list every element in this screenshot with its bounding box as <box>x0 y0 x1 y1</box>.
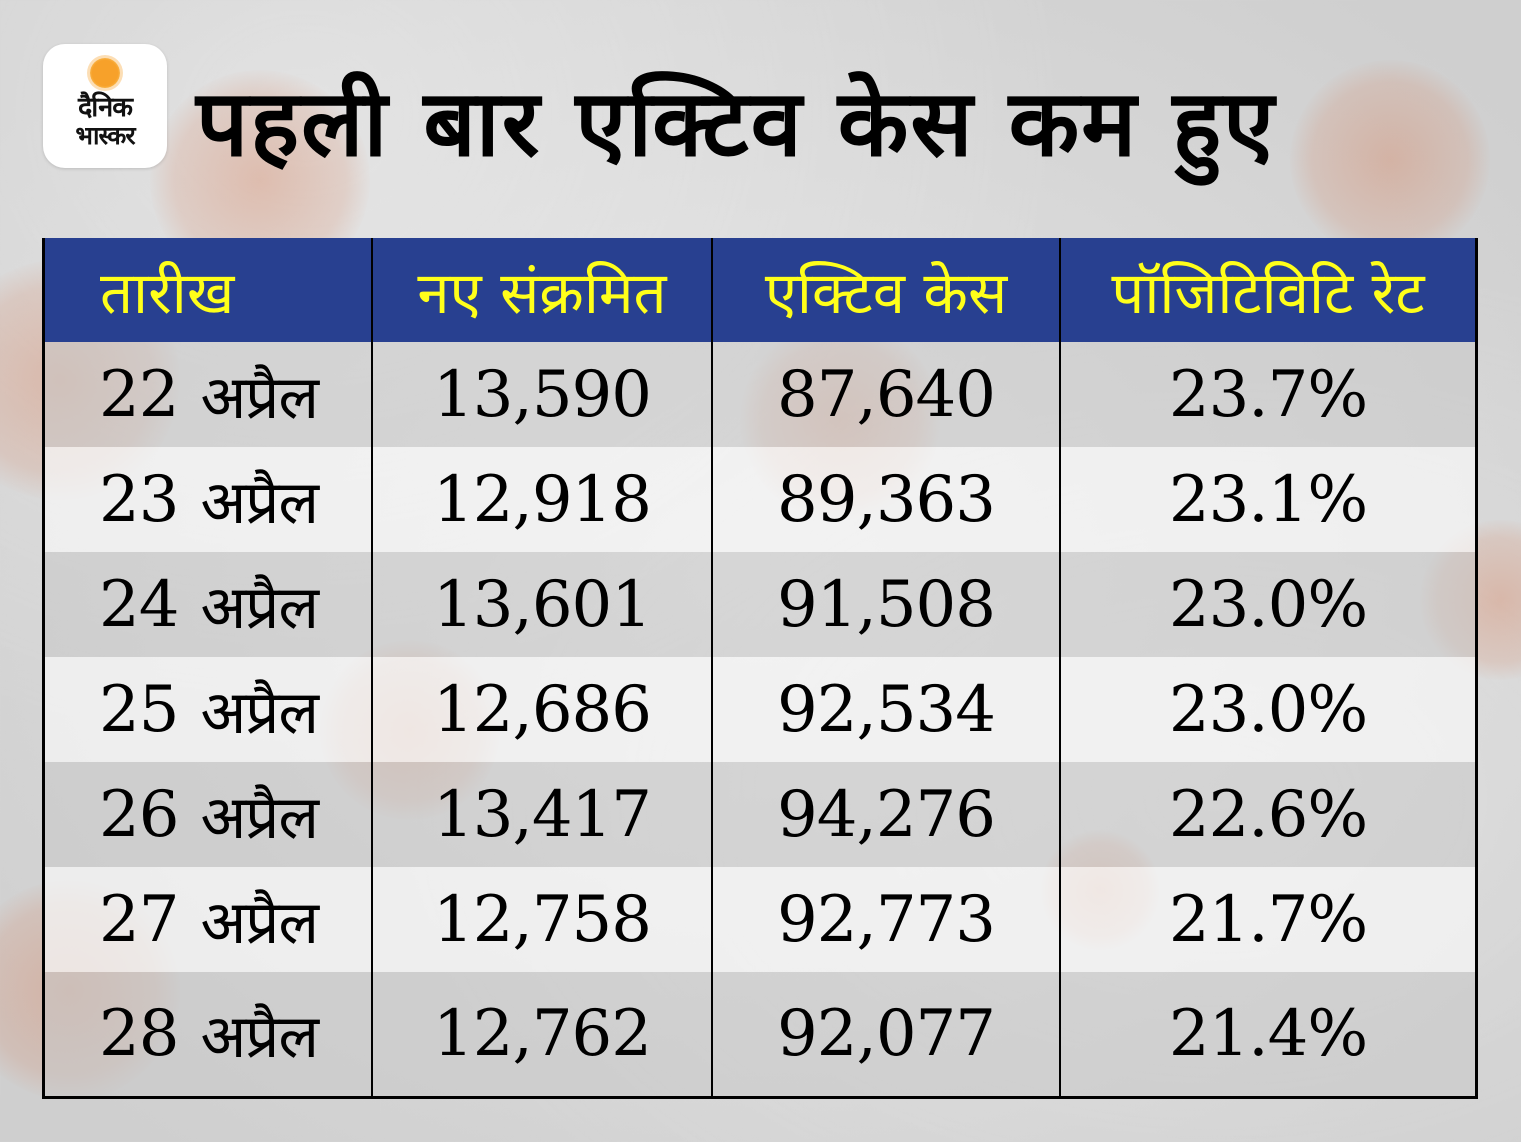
header-date: तारीख <box>100 258 235 327</box>
sun-icon <box>90 58 120 88</box>
active-cases-cell: 89,363 <box>711 447 1059 552</box>
positivity-rate-cell: 23.1% <box>1059 447 1475 552</box>
date-cell: 22 अप्रैल <box>45 342 371 447</box>
table-row: 23 अप्रैल 12,918 89,363 23.1% <box>45 447 1475 552</box>
date-day: 28 <box>99 997 179 1071</box>
active-cases-cell: 92,077 <box>711 972 1059 1096</box>
new-infected-cell: 12,686 <box>371 657 711 762</box>
header-new-infected: नए संक्रमित <box>371 238 711 342</box>
table-header-row: तारीख नए संक्रमित एक्टिव केस पॉजिटिविटि … <box>45 238 1475 342</box>
table-row: 25 अप्रैल 12,686 92,534 23.0% <box>45 657 1475 762</box>
date-month: अप्रैल <box>200 572 319 643</box>
date-month: अप्रैल <box>200 887 319 958</box>
active-cases-cell: 92,534 <box>711 657 1059 762</box>
date-cell: 25 अप्रैल <box>45 657 371 762</box>
virus-decoration <box>1290 60 1490 260</box>
date-cell: 24 अप्रैल <box>45 552 371 657</box>
new-infected-cell: 12,762 <box>371 972 711 1096</box>
date-cell: 23 अप्रैल <box>45 447 371 552</box>
table-row: 24 अप्रैल 13,601 91,508 23.0% <box>45 552 1475 657</box>
positivity-rate-cell: 22.6% <box>1059 762 1475 867</box>
active-cases-cell: 92,773 <box>711 867 1059 972</box>
date-month: अप्रैल <box>200 677 319 748</box>
date-cell: 26 अप्रैल <box>45 762 371 867</box>
date-day: 23 <box>99 462 179 537</box>
new-infected-cell: 13,601 <box>371 552 711 657</box>
date-day: 24 <box>99 567 179 642</box>
date-day: 22 <box>99 357 179 432</box>
header-positivity-rate: पॉजिटिविटि रेट <box>1059 238 1475 342</box>
new-infected-cell: 12,918 <box>371 447 711 552</box>
date-month: अप्रैल <box>200 362 319 433</box>
new-infected-cell: 13,590 <box>371 342 711 447</box>
new-infected-cell: 12,758 <box>371 867 711 972</box>
table-row: 28 अप्रैल 12,762 92,077 21.4% <box>45 972 1475 1096</box>
logo-text-line1: दैनिक <box>77 92 133 123</box>
table-row: 26 अप्रैल 13,417 94,276 22.6% <box>45 762 1475 867</box>
positivity-rate-cell: 23.7% <box>1059 342 1475 447</box>
date-cell: 28 अप्रैल <box>45 972 371 1096</box>
dainik-bhaskar-logo: दैनिक भास्कर <box>43 44 167 168</box>
date-day: 25 <box>99 672 179 747</box>
date-month: अप्रैल <box>200 782 319 853</box>
active-cases-cell: 87,640 <box>711 342 1059 447</box>
date-month: अप्रैल <box>200 1002 319 1072</box>
positivity-rate-cell: 21.7% <box>1059 867 1475 972</box>
logo-text-line2: भास्कर <box>75 121 135 150</box>
covid-data-table: तारीख नए संक्रमित एक्टिव केस पॉजिटिविटि … <box>42 238 1478 1099</box>
active-cases-cell: 94,276 <box>711 762 1059 867</box>
date-day: 27 <box>99 882 179 957</box>
date-cell: 27 अप्रैल <box>45 867 371 972</box>
positivity-rate-cell: 23.0% <box>1059 657 1475 762</box>
header-active-cases: एक्टिव केस <box>711 238 1059 342</box>
table-row: 27 अप्रैल 12,758 92,773 21.7% <box>45 867 1475 972</box>
page-title: पहली बार एक्टिव केस कम हुए <box>196 70 1277 177</box>
date-day: 26 <box>99 777 179 852</box>
date-month: अप्रैल <box>200 467 319 538</box>
new-infected-cell: 13,417 <box>371 762 711 867</box>
active-cases-cell: 91,508 <box>711 552 1059 657</box>
positivity-rate-cell: 21.4% <box>1059 972 1475 1096</box>
positivity-rate-cell: 23.0% <box>1059 552 1475 657</box>
table-row: 22 अप्रैल 13,590 87,640 23.7% <box>45 342 1475 447</box>
